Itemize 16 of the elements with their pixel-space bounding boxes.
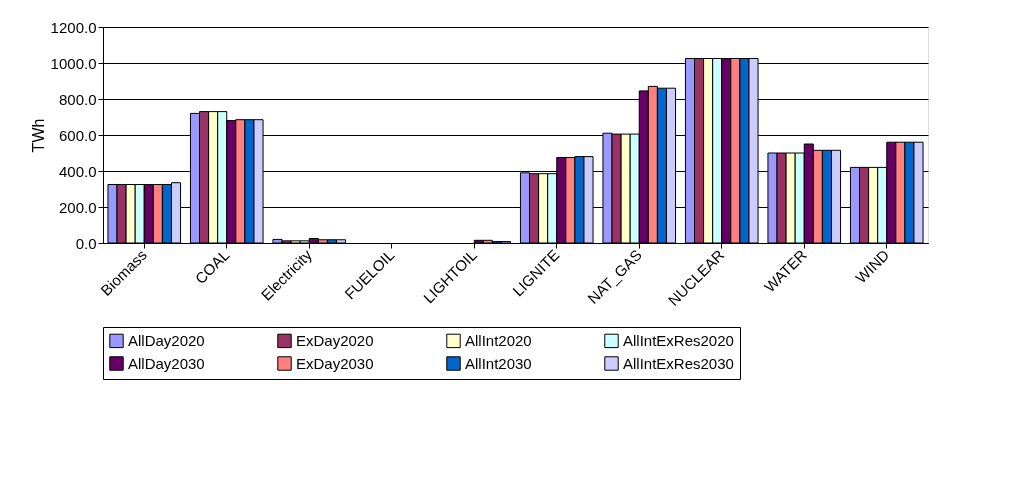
y-tick-label: 600.0 [58,126,97,144]
y-tick-label: 0.0 [75,234,97,252]
y-axis-title: TWh [29,118,47,153]
y-tick-label: 800.0 [58,90,97,108]
legend-label: AllIntExRes2030 [623,354,734,372]
legend-label: AllInt2030 [465,354,532,372]
y-tick-label: 400.0 [58,162,97,180]
legend-label: ExDay2020 [296,331,374,349]
legend-label: AllIntExRes2020 [623,331,734,349]
legend-label: AllDay2020 [128,331,205,349]
y-tick-label: 1200.0 [50,18,97,36]
y-tick-label: 200.0 [58,198,97,216]
legend-label: AllInt2020 [465,331,532,349]
legend-label: ExDay2030 [296,354,374,372]
legend-label: AllDay2030 [128,354,205,372]
y-tick-label: 1000.0 [50,54,97,72]
